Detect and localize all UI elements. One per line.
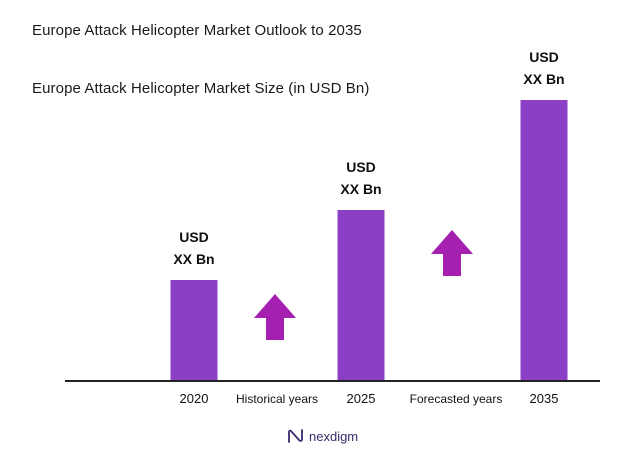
bar-2025	[337, 210, 385, 380]
nexdigm-logo-icon	[288, 429, 303, 443]
arrows-layer	[254, 230, 473, 340]
bar-chart: USD XX Bn 2020 USD XX Bn 2025 USD XX Bn 2035 Hist…	[65, 49, 600, 406]
growth-arrow-forecasted-icon	[431, 230, 473, 276]
x-tick-label-2025: 2025	[347, 391, 376, 406]
bars-layer	[170, 100, 568, 380]
chart-subtitle: Europe Attack Helicopter Market Size (in…	[32, 80, 370, 97]
brand-name: nexdigm	[309, 428, 359, 444]
bar-2020	[170, 280, 218, 380]
x-tick-label-2035: 2035	[530, 391, 559, 406]
data-label-2025-line-1: USD	[346, 159, 376, 175]
brand-logo: nexdigm	[287, 428, 358, 444]
data-label-2020-line-1: USD	[179, 229, 209, 245]
x-tick-label-2020: 2020	[180, 391, 209, 406]
data-label-2035-line-1: USD	[529, 49, 559, 65]
labels-layer: USD XX Bn 2020 USD XX Bn 2025 USD XX Bn 2035 Hist…	[173, 49, 564, 406]
growth-arrow-historical-icon	[254, 294, 296, 340]
data-label-2035-line-2: XX Bn	[523, 71, 564, 87]
data-label-2025-line-2: XX Bn	[340, 181, 381, 197]
period-label-historical: Historical years	[236, 392, 318, 406]
data-label-2020-line-2: XX Bn	[173, 251, 214, 267]
period-label-forecasted: Forecasted years	[410, 392, 503, 406]
bar-2035	[520, 100, 568, 380]
chart-title: Europe Attack Helicopter Market Outlook …	[32, 22, 362, 39]
